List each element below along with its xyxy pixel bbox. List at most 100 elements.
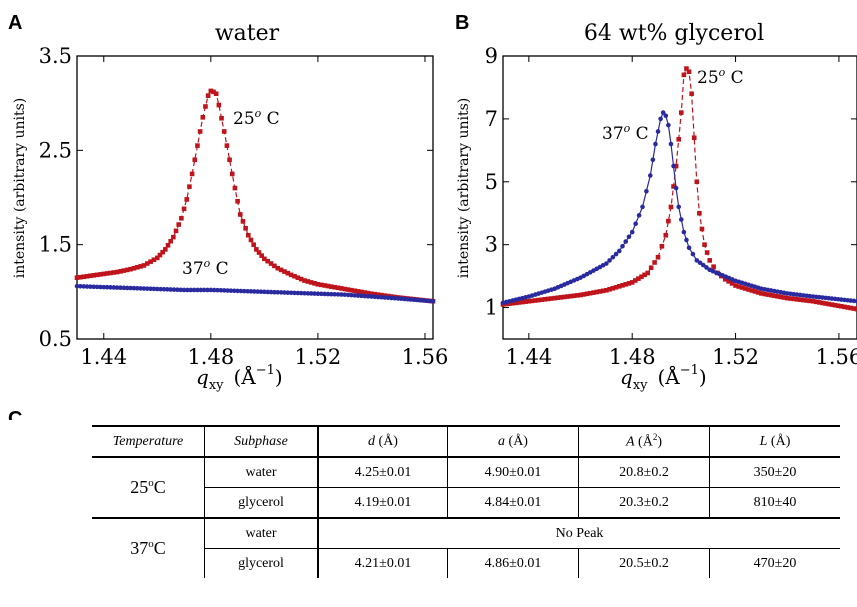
- x-tick-label: 1.44: [80, 345, 127, 369]
- data-point: [629, 280, 635, 285]
- data-point: [686, 69, 692, 75]
- subphase-cell: water: [204, 518, 319, 549]
- data-point: [807, 298, 813, 304]
- data-point: [181, 287, 187, 293]
- data-point: [134, 265, 140, 270]
- data-point: [265, 258, 271, 264]
- data-point: [355, 289, 361, 294]
- data-point: [328, 284, 334, 289]
- data-point: [640, 204, 645, 210]
- data-point: [272, 263, 277, 269]
- data-point: [98, 284, 103, 290]
- data-point: [259, 253, 264, 258]
- data-point: [375, 294, 381, 300]
- data-point: [258, 289, 264, 295]
- data-point: [245, 288, 250, 294]
- data-point: [545, 296, 551, 302]
- panel-letter-b: B: [455, 12, 469, 34]
- data-point: [636, 276, 641, 281]
- data-point: [268, 261, 274, 266]
- data-point: [176, 222, 182, 227]
- data-point: [268, 289, 274, 295]
- header-temperature: Temperature: [92, 425, 205, 458]
- data-point: [128, 266, 133, 272]
- data-point: [784, 295, 790, 301]
- data-point: [262, 289, 267, 295]
- data-point: [144, 286, 150, 291]
- data-point: [365, 294, 371, 299]
- data-point: [775, 294, 780, 299]
- a-cell: 4.84±0.01: [447, 487, 579, 519]
- data-point: [308, 280, 314, 285]
- data-point: [138, 264, 143, 269]
- data-point: [549, 296, 554, 301]
- y-tick-label: 2.5: [39, 138, 72, 162]
- data-point: [660, 110, 666, 115]
- data-point: [322, 291, 327, 297]
- x-tick-label: 1.44: [505, 345, 552, 369]
- data-point: [141, 263, 147, 268]
- data-point: [74, 283, 80, 289]
- data-point: [322, 283, 327, 288]
- y-tick-label: 1: [485, 296, 498, 320]
- series-line: [502, 67, 857, 310]
- y-tick-label: 3: [485, 233, 498, 257]
- data-point: [581, 292, 587, 297]
- data-point: [224, 143, 230, 148]
- data-point: [823, 301, 828, 306]
- data-point: [839, 304, 844, 309]
- data-point: [604, 287, 609, 293]
- data-point: [510, 300, 515, 306]
- data-point: [148, 286, 153, 292]
- area-cell: 20.8±0.2: [578, 457, 710, 488]
- data-point: [118, 285, 123, 291]
- data-point: [205, 287, 210, 293]
- data-point: [430, 298, 436, 304]
- data-point: [658, 116, 663, 122]
- data-point: [157, 252, 163, 258]
- data-point: [328, 291, 334, 297]
- data-point: [81, 284, 86, 289]
- data-point: [248, 289, 254, 294]
- data-point: [652, 260, 657, 265]
- data-point: [520, 299, 525, 305]
- data-point: [282, 290, 287, 295]
- data-point: [663, 232, 669, 238]
- data-point: [663, 113, 669, 119]
- data-point: [229, 171, 235, 177]
- data-point: [158, 286, 163, 292]
- data-point: [801, 297, 806, 303]
- data-point: [671, 163, 676, 169]
- data-point: [78, 283, 83, 289]
- data-point: [197, 129, 203, 134]
- data-point: [542, 297, 548, 302]
- data-point: [673, 185, 679, 191]
- data-point: [755, 290, 761, 295]
- data-point: [228, 288, 234, 293]
- d-cell: 4.21±0.01: [318, 548, 448, 578]
- data-point: [335, 292, 341, 297]
- data-point: [536, 297, 541, 303]
- data-point: [295, 290, 301, 296]
- data-point: [211, 287, 217, 293]
- data-point: [752, 289, 758, 294]
- data-point: [342, 286, 347, 292]
- data-point: [84, 273, 90, 279]
- data-point: [678, 110, 684, 115]
- data-point: [282, 269, 287, 274]
- data-point: [94, 284, 100, 290]
- panel-b-frame: [502, 55, 857, 340]
- header-subphase: Subphase: [204, 425, 319, 458]
- data-point: [121, 268, 127, 273]
- data-point: [668, 141, 674, 147]
- data-point: [613, 285, 619, 290]
- temp-37c: 37oC: [92, 518, 205, 578]
- data-point: [216, 102, 222, 108]
- data-point: [666, 218, 671, 224]
- data-point: [704, 250, 710, 255]
- data-point: [555, 295, 561, 301]
- y-tick-label: 3.5: [39, 44, 72, 68]
- data-point: [231, 288, 237, 294]
- data-point: [733, 283, 738, 288]
- data-point: [144, 261, 150, 266]
